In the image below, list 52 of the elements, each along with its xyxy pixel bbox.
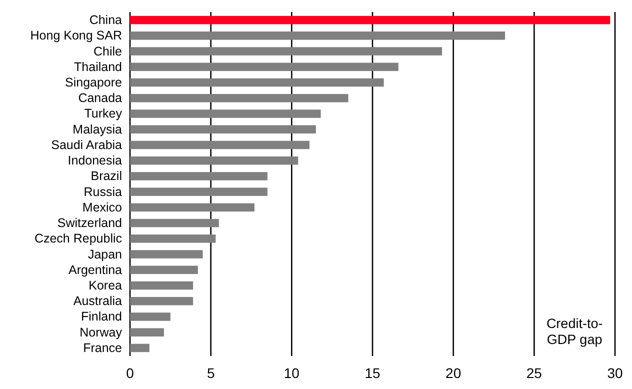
bar [130, 140, 310, 150]
bar [130, 234, 216, 243]
bar [130, 16, 610, 24]
y-tick-label: Finland [81, 310, 122, 324]
bar [130, 172, 268, 180]
bar [130, 266, 198, 274]
y-tick-label: Singapore [65, 76, 122, 90]
y-tick-label: Brazil [90, 169, 122, 184]
bar [130, 218, 219, 228]
x-tick-label: 10 [284, 364, 300, 381]
y-tick-label: Turkey [84, 106, 123, 121]
x-tick-label: 20 [446, 364, 462, 381]
y-tick-label: France [83, 340, 122, 355]
bar [130, 62, 398, 72]
bar [130, 328, 164, 336]
bar [130, 78, 384, 87]
y-tick-label: Switzerland [57, 216, 122, 230]
y-tick-label: Malaysia [72, 122, 122, 136]
y-tick-label: Korea [88, 278, 122, 292]
y-tick-label: Indonesia [68, 154, 122, 168]
bar [130, 47, 442, 56]
x-tick-label: 30 [607, 364, 623, 381]
y-tick-label: Russia [84, 184, 122, 199]
y-tick-label: Norway [80, 325, 123, 340]
y-tick-label: Hong Kong SAR [30, 28, 122, 43]
y-tick-label: Chile [94, 44, 122, 58]
x-tick-label: 5 [206, 364, 215, 381]
x-axis-title: Credit-to-GDP gap [546, 316, 603, 347]
y-tick-label: Canada [78, 91, 122, 106]
y-tick-label: Saudi Arabia [51, 138, 122, 152]
y-tick-label: Japan [88, 247, 122, 262]
bar [130, 281, 194, 290]
bar [130, 296, 194, 306]
bar [130, 110, 321, 118]
x-tick-label: 0 [126, 364, 134, 381]
x-tick-label: 15 [364, 364, 380, 381]
y-tick-label: Argentina [68, 262, 122, 277]
bar [130, 156, 298, 165]
bar [130, 344, 150, 352]
y-tick-label: Australia [73, 294, 122, 308]
y-tick-label: Czech Republic [34, 232, 122, 246]
y-tick-label: China [89, 13, 122, 28]
y-tick-label: Thailand [74, 60, 122, 74]
y-tick-label: Mexico [82, 200, 122, 214]
bar [130, 125, 316, 134]
bar [130, 250, 203, 258]
x-tick-label: 25 [526, 364, 542, 381]
bar [130, 94, 348, 102]
bar [130, 312, 170, 321]
bar [130, 32, 506, 40]
bar [130, 203, 254, 212]
bar [130, 188, 268, 196]
